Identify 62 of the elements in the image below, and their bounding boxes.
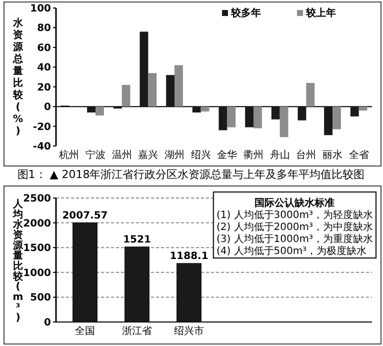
bar [218, 106, 228, 130]
x-tick-label: 台州 [296, 149, 316, 161]
bar [148, 73, 157, 107]
y-tick-label: 100 [30, 4, 52, 14]
bar [124, 246, 150, 322]
data-label: 1188.1 [170, 251, 208, 262]
bar [140, 32, 148, 107]
bar [271, 106, 280, 120]
x-tick-label: 湖州 [164, 149, 184, 161]
y-tick-label: 20 [37, 82, 52, 94]
text: 人均水资源量比较(m³) [12, 199, 24, 324]
y-tick-label: 0 [44, 102, 52, 114]
data-label: 2007.57 [62, 210, 108, 222]
bar [174, 65, 183, 107]
legend-label: 较上年 [305, 7, 336, 19]
x-tick-label: 全省 [348, 149, 369, 161]
bar [192, 106, 201, 112]
x-tick-label: 金华 [217, 149, 238, 161]
y-tick-label: 60 [37, 42, 52, 54]
x-tick-label: 丽水 [322, 149, 342, 161]
bar [298, 106, 306, 120]
bar [87, 106, 96, 112]
legend-label: 较多年 [230, 7, 261, 19]
bar [227, 106, 236, 128]
x-tick-label: 舟山 [270, 149, 290, 161]
x-tick-label: 宁波 [86, 149, 106, 161]
bar [200, 106, 210, 112]
y-tick-label: -40 [32, 142, 52, 152]
bar [72, 222, 98, 322]
bar [96, 106, 104, 116]
y-tick-label: 1500 [23, 243, 52, 254]
y-tick-label: 40 [37, 62, 52, 74]
bar [254, 106, 262, 128]
y-tick-label: 0 [44, 318, 52, 328]
y-tick-label: 80 [37, 23, 52, 34]
x-tick-label: 杭州 [58, 149, 80, 161]
y-tick-label: 1000 [23, 268, 52, 279]
y-tick-label: 2500 [23, 194, 52, 204]
bar [358, 106, 368, 111]
x-tick-label: 温州 [112, 149, 132, 161]
bar [350, 106, 359, 116]
bar [122, 84, 130, 107]
x-tick-label: 全国 [75, 325, 95, 337]
note-box: 国际公认缺水标准 (1) 人均低于3000m³，为轻度缺水 (2) 人均低于2000m³，为中度缺水 (3) 人均低于1000m³，为重度缺水 (4) 人均低于500m³，为极度缺水 [212, 191, 377, 259]
y-tick-label: 500 [30, 292, 52, 304]
bar [176, 263, 202, 322]
caption: 图1： ▲ 2018年浙江省行政分区水资源总量与上年及多年平均值比较图 [17, 168, 365, 181]
text: 水资源总量比较(%) [12, 18, 24, 137]
x-tick-label: 衢州 [244, 149, 264, 161]
x-tick-label: 绍兴市 [174, 325, 204, 337]
y-tick-label: 2000 [23, 218, 52, 230]
data-label: 1521 [123, 234, 151, 246]
y-tick-label: -20 [32, 122, 52, 133]
x-tick-label: 嘉兴 [138, 149, 158, 161]
x-tick-label: 绍兴 [190, 149, 211, 161]
bar [306, 82, 315, 107]
bar [332, 106, 341, 130]
bar [280, 106, 288, 138]
bar [166, 75, 174, 107]
bar [324, 106, 332, 136]
x-tick-label: 浙江省 [122, 325, 152, 337]
bar [245, 106, 254, 128]
